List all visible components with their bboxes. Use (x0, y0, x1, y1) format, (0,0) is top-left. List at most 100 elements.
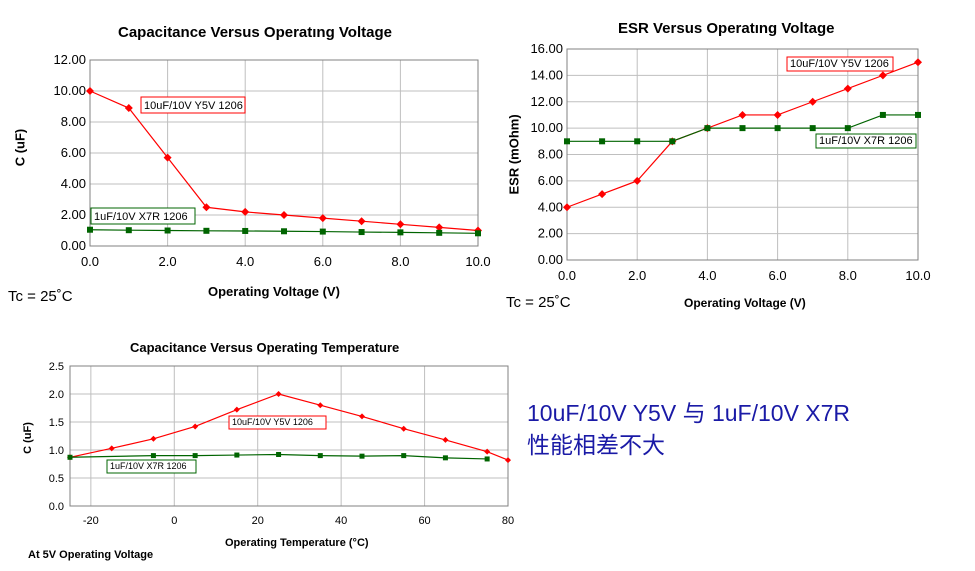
chart3-xtick-label: -20 (83, 515, 99, 527)
chart3-legend-y5v-label: 10uF/10V Y5V 1206 (232, 417, 313, 427)
chart2-title: ESR Versus Operatıng Voltage (618, 20, 835, 37)
chart3-y5v-point (275, 391, 282, 397)
chart3-y5v-point (150, 435, 157, 442)
chart1-legend-x7r-label: 1uF/10V X7R 1206 (94, 211, 188, 223)
chart1-y5v-point (202, 203, 211, 212)
chart2-legend-y5v-box (786, 56, 894, 72)
chart3-series-x7r-line (69, 453, 488, 460)
chart1-legend-y5v-box (140, 96, 246, 114)
chart3-y5v-point (505, 457, 511, 464)
summary-line-1: 10uF/10V Y5V 与 1uF/10V X7R (527, 400, 851, 426)
chart3-x7r-point (234, 452, 240, 458)
chart2-ytick-label: 10.00 (530, 120, 563, 135)
chart3-y5v-point (192, 423, 199, 430)
chart2-x7r-point (844, 125, 851, 132)
chart2-x7r-point (599, 138, 606, 145)
chart1-ytick-label: 4.00 (61, 176, 86, 191)
chart3-ytick-label: 1.0 (49, 445, 64, 457)
chart2-legend-x7r-box (815, 133, 917, 149)
chart3-ytick-label: 1.5 (49, 417, 64, 429)
chart2-y5v-point (843, 84, 852, 93)
chart1-x7r-point (125, 227, 132, 234)
chart3-legend-y5v-box (228, 415, 327, 430)
chart2-x7r-point (669, 138, 676, 145)
chart3-xtick-label: 40 (335, 515, 347, 527)
chart2-x7r-point (739, 125, 746, 132)
chart3-legend-x7r-label: 1uF/10V X7R 1206 (110, 461, 187, 471)
chart2-x7r-point (564, 138, 570, 145)
chart2-xtick-label: 2.0 (628, 268, 646, 283)
chart1-legend-x7r-box (90, 207, 196, 225)
chart1-x7r-point (164, 227, 171, 234)
chart1-x7r-point (242, 227, 249, 234)
chart2-xtick-label: 4.0 (698, 268, 716, 283)
chart2-ytick-label: 8.00 (538, 147, 563, 162)
chart3-x7r-point (192, 453, 198, 459)
chart2-y5v-point (773, 110, 782, 119)
chart1-x7r-point (281, 228, 287, 235)
chart3-xtick-label: 60 (418, 515, 430, 527)
chart1-xtick-label: 2.0 (159, 254, 177, 269)
chart3-y5v-point (233, 406, 240, 413)
chart2-ytick-label: 16.00 (530, 41, 563, 56)
chart3-ytick-label: 0.5 (49, 473, 64, 485)
chart3-x7r-point (150, 453, 156, 459)
summary-line-2: 性能相差不大 (527, 432, 665, 458)
chart2-x7r-point (915, 111, 921, 118)
chart2-xtick-label: 8.0 (839, 268, 857, 283)
chart2-xtick-label: 6.0 (769, 268, 787, 283)
chart2-y5v-point (914, 58, 922, 67)
chart2-note: Tc = 25˚C (506, 294, 571, 311)
chart1-legend-y5v-label: 10uF/10V Y5V 1206 (144, 100, 243, 112)
chart1-x7r-point (436, 229, 443, 236)
chart1-x7r-point (203, 227, 210, 234)
chart2-x7r-point (634, 138, 641, 145)
chart2-y5v-point (563, 203, 571, 212)
chart2-xlabel: Operating Voltage (V) (684, 296, 806, 310)
chart1-x7r-point (358, 229, 365, 236)
chart2-y5v-point (878, 71, 887, 80)
chart3-x7r-point (359, 453, 365, 459)
chart3-xtick-label: 80 (502, 515, 514, 527)
chart2-legend-y5v-label: 10uF/10V Y5V 1206 (790, 58, 889, 70)
chart1-y5v-point (86, 87, 94, 95)
chart3-x7r-point (276, 451, 282, 457)
chart2-ytick-label: 2.00 (538, 226, 563, 241)
chart1-ytick-label: 2.00 (61, 207, 86, 222)
chart2-x7r-point (879, 111, 886, 118)
chart1-xtick-label: 8.0 (391, 254, 409, 269)
chart2-y5v-point (738, 110, 747, 119)
chart2-ytick-label: 12.00 (530, 94, 563, 109)
chart1-ytick-label: 6.00 (61, 145, 86, 160)
chart2-ytick-label: 14.00 (530, 67, 563, 82)
chart1-y5v-point (396, 220, 405, 229)
chart1-ytick-label: 12.00 (53, 52, 86, 67)
chart3-x7r-point (67, 454, 73, 460)
chart2-xtick-label: 10.0 (905, 268, 930, 283)
chart3-y5v-point (108, 445, 115, 452)
chart2-x7r-point (774, 125, 781, 132)
chart2-y5v-point (598, 190, 607, 199)
chart1-xtick-label: 4.0 (236, 254, 254, 269)
chart1-ytick-label: 0.00 (61, 238, 86, 253)
chart1-ytick-label: 8.00 (61, 114, 86, 129)
chart1-note: Tc = 25˚C (8, 288, 73, 305)
chart1-xtick-label: 0.0 (81, 254, 99, 269)
chart3-note: At 5V Operating Voltage (28, 549, 154, 561)
chart3-ytick-label: 0.0 (49, 501, 64, 513)
chart3-legend-x7r-box (106, 459, 197, 474)
chart3-series-y5v-line (69, 393, 509, 461)
chart2-x7r-point (809, 125, 816, 132)
chart1-y5v-point (163, 153, 172, 162)
chart3-ytick-label: 2.0 (49, 389, 64, 401)
chart2-ytick-label: 0.00 (538, 252, 563, 267)
chart1-y5v-point (357, 217, 366, 226)
chart1-xtick-label: 6.0 (314, 254, 332, 269)
chart2-y5v-point (808, 97, 817, 106)
chart1-x7r-point (87, 226, 93, 233)
chart3-ytick-label: 2.5 (49, 361, 64, 373)
chart3-title: Capacitance Versus Operating Temperature (130, 340, 400, 355)
